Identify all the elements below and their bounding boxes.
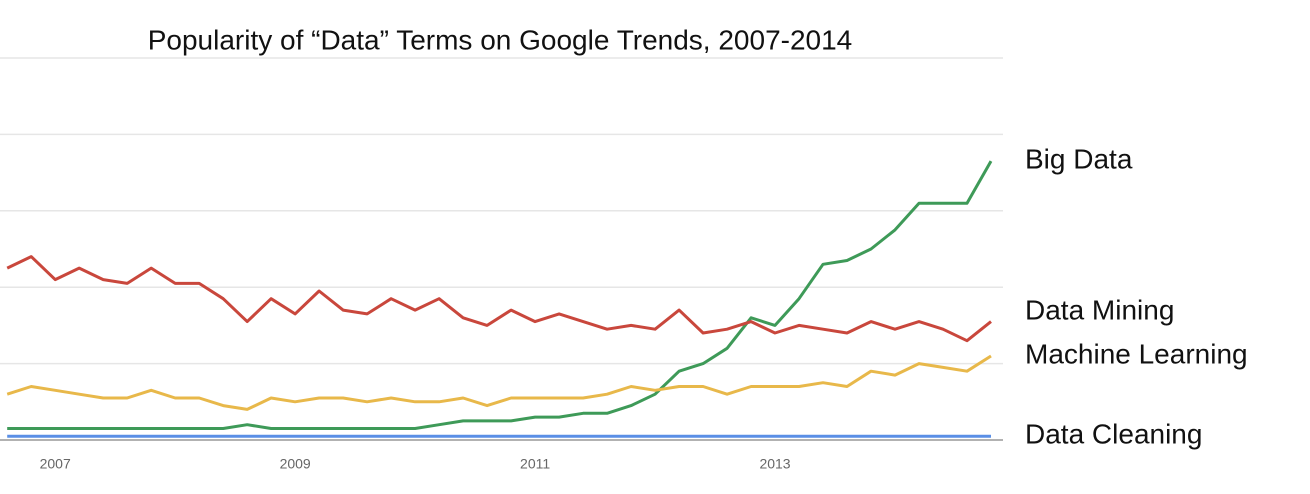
x-tick-label: 2007 bbox=[40, 456, 71, 472]
x-tick-label: 2013 bbox=[759, 456, 790, 472]
series-line bbox=[6, 255, 992, 343]
x-tick-label: 2011 bbox=[520, 456, 550, 472]
legend-label: Big Data bbox=[1025, 144, 1133, 175]
x-tick-label: 2009 bbox=[280, 456, 311, 472]
chart-title: Popularity of “Data” Terms on Google Tre… bbox=[148, 24, 853, 55]
legend-label: Data Mining bbox=[1025, 294, 1174, 325]
series-line bbox=[6, 354, 992, 411]
legend-label: Data Cleaning bbox=[1025, 419, 1202, 450]
series-line bbox=[7, 160, 993, 430]
legend-label: Machine Learning bbox=[1025, 338, 1248, 369]
